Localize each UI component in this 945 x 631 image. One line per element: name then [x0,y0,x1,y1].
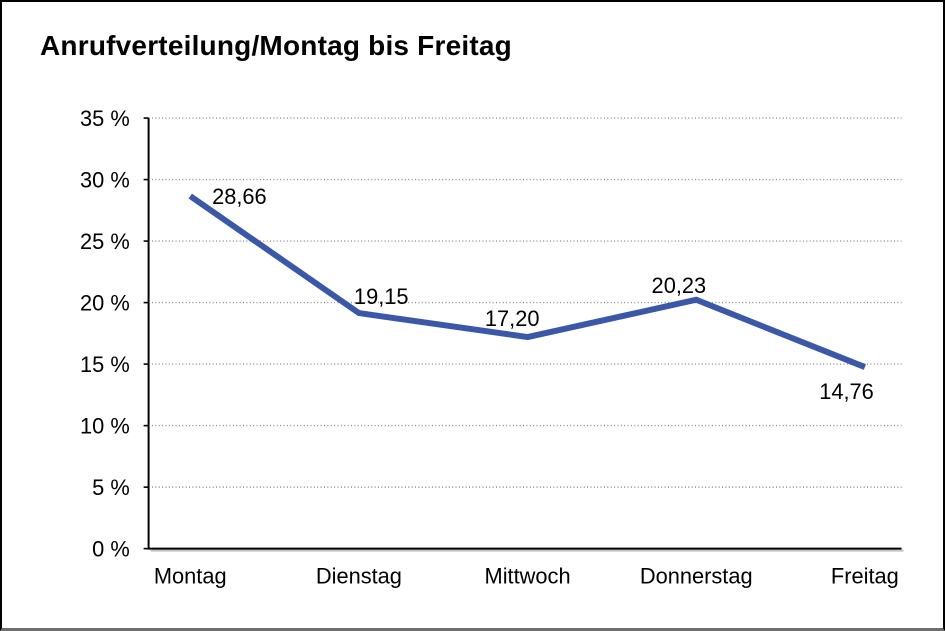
y-tick-label: 35 % [80,106,130,131]
y-tick-label: 10 % [80,414,130,439]
data-point-label: 14,76 [819,379,874,404]
chart-title: Anrufverteilung/Montag bis Freitag [40,30,512,61]
data-point-label: 28,66 [212,184,267,209]
axis-lines [147,118,902,550]
y-tick-label: 0 % [92,537,130,562]
x-axis-label: Montag [154,563,227,588]
y-tick-label: 25 % [80,229,130,254]
x-axis-label: Freitag [831,563,899,588]
y-tick-label: 15 % [80,352,130,377]
y-tick-label: 20 % [80,291,130,316]
y-tick-label: 30 % [80,168,130,193]
data-point-label: 17,20 [485,306,540,331]
x-axis-label: Mittwoch [485,563,571,588]
x-axis-label: Donnerstag [640,563,753,588]
data-point-label: 20,23 [652,273,707,298]
data-line [188,193,866,370]
data-point-label: 19,15 [354,284,409,309]
y-tick-label: 5 % [92,475,130,500]
x-axis-label: Dienstag [316,563,402,588]
